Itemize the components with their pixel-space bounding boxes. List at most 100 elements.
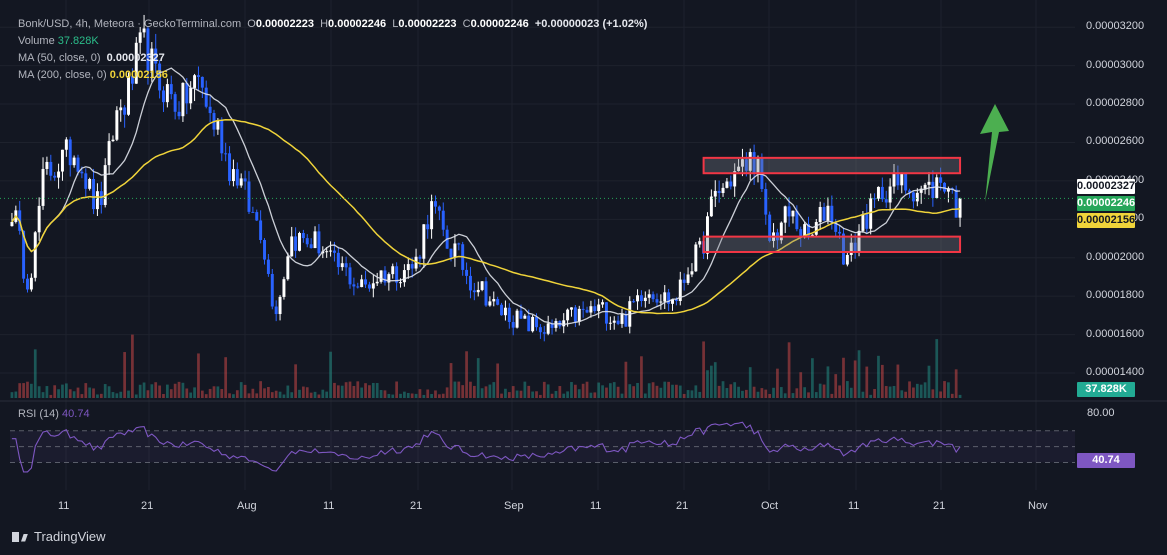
volume-bar: [888, 386, 892, 398]
volume-bar: [605, 387, 608, 398]
volume-bar: [632, 386, 636, 398]
volume-bar: [791, 393, 795, 398]
candle-body: [228, 153, 232, 182]
volume-bar: [72, 391, 76, 398]
volume-bar: [364, 383, 367, 398]
candle-body: [834, 221, 838, 232]
up-arrow: [980, 104, 1009, 202]
price-tick-label: 0.00002800: [1086, 97, 1145, 110]
candle-body: [931, 181, 935, 198]
volume-bar: [14, 391, 18, 398]
volume-bar: [45, 386, 49, 398]
candle-body: [888, 186, 892, 203]
volume-bar: [663, 381, 667, 398]
candle-body: [430, 201, 434, 230]
candle-body: [713, 190, 717, 197]
candle-body: [620, 314, 624, 324]
volume-bar: [698, 391, 702, 398]
volume-bar: [923, 382, 927, 398]
volume-bar: [131, 334, 134, 398]
candle-body: [698, 241, 702, 245]
candle-body: [915, 192, 919, 202]
candle-body: [946, 188, 950, 192]
volume-bar: [41, 392, 45, 398]
volume-bar: [504, 388, 507, 398]
candle-body: [387, 274, 391, 283]
volume-bar: [912, 387, 915, 398]
volume-bar: [671, 384, 674, 398]
volume-bar: [197, 353, 200, 398]
candle-body: [694, 244, 698, 272]
volume-bar: [585, 381, 589, 398]
volume-bar: [900, 390, 904, 398]
ma200-label: MA (200, close, 0): [18, 69, 107, 81]
volume-bar: [651, 382, 655, 398]
volume-bar: [935, 339, 939, 398]
candle-body: [647, 294, 651, 298]
candle-body: [196, 75, 200, 77]
candle-body: [216, 120, 220, 130]
candle-body: [740, 159, 744, 167]
candle-body: [616, 320, 620, 324]
candle-body: [639, 295, 643, 302]
volume-bar: [274, 390, 278, 398]
candle-body: [873, 198, 877, 200]
candle-body: [465, 269, 469, 276]
volume-bar: [725, 388, 729, 398]
volume-bar: [702, 341, 705, 398]
volume-bar: [904, 391, 908, 398]
volume-bar: [608, 383, 612, 398]
candle-body: [904, 173, 908, 191]
volume-bar: [403, 391, 406, 398]
candle-body: [360, 279, 364, 288]
candle-body: [674, 299, 678, 302]
candle-body: [391, 266, 395, 275]
volume-bar: [869, 394, 873, 398]
volume-bar: [857, 350, 861, 398]
candle-body: [294, 236, 298, 251]
volume-bar: [267, 386, 270, 398]
volume-bar: [849, 387, 853, 398]
volume-bar: [542, 381, 546, 398]
candle-body: [857, 230, 861, 252]
candle-body: [270, 273, 274, 307]
volume-bar: [228, 393, 231, 398]
candle-body: [523, 315, 527, 319]
candle-body: [64, 139, 68, 150]
candle-body: [457, 243, 461, 245]
volume-bar: [566, 391, 569, 398]
candle-body: [193, 75, 197, 88]
volume-bar: [515, 390, 519, 398]
volume-bar: [123, 352, 126, 398]
volume-bar: [348, 381, 352, 398]
volume-bar: [88, 387, 92, 398]
candle-body: [107, 141, 111, 166]
volume-bar: [325, 391, 329, 398]
candle-body: [259, 220, 263, 240]
candle-body: [309, 244, 313, 249]
candle-body: [818, 207, 822, 223]
candle-body: [266, 259, 270, 274]
volume-bar: [710, 365, 713, 398]
volume-bar: [441, 393, 445, 398]
tradingview-logo[interactable]: TradingView: [12, 529, 106, 544]
volume-bar: [861, 391, 865, 398]
candle-body: [488, 301, 492, 306]
candle-body: [927, 181, 931, 185]
ma200-value: 0.00002156: [109, 69, 168, 81]
volume-bar: [558, 386, 562, 398]
candle-body: [612, 320, 616, 323]
volume-bar: [803, 387, 806, 398]
time-tick-label: Oct: [761, 500, 779, 512]
candle-body: [597, 304, 601, 312]
volume-bar: [814, 392, 818, 398]
volume-bar: [729, 384, 733, 398]
candle-body: [546, 323, 550, 334]
volume-bar: [581, 383, 585, 398]
candle-body: [717, 190, 721, 194]
candle-body: [150, 48, 154, 71]
volume-bar: [954, 369, 958, 398]
candle-body: [709, 196, 713, 217]
